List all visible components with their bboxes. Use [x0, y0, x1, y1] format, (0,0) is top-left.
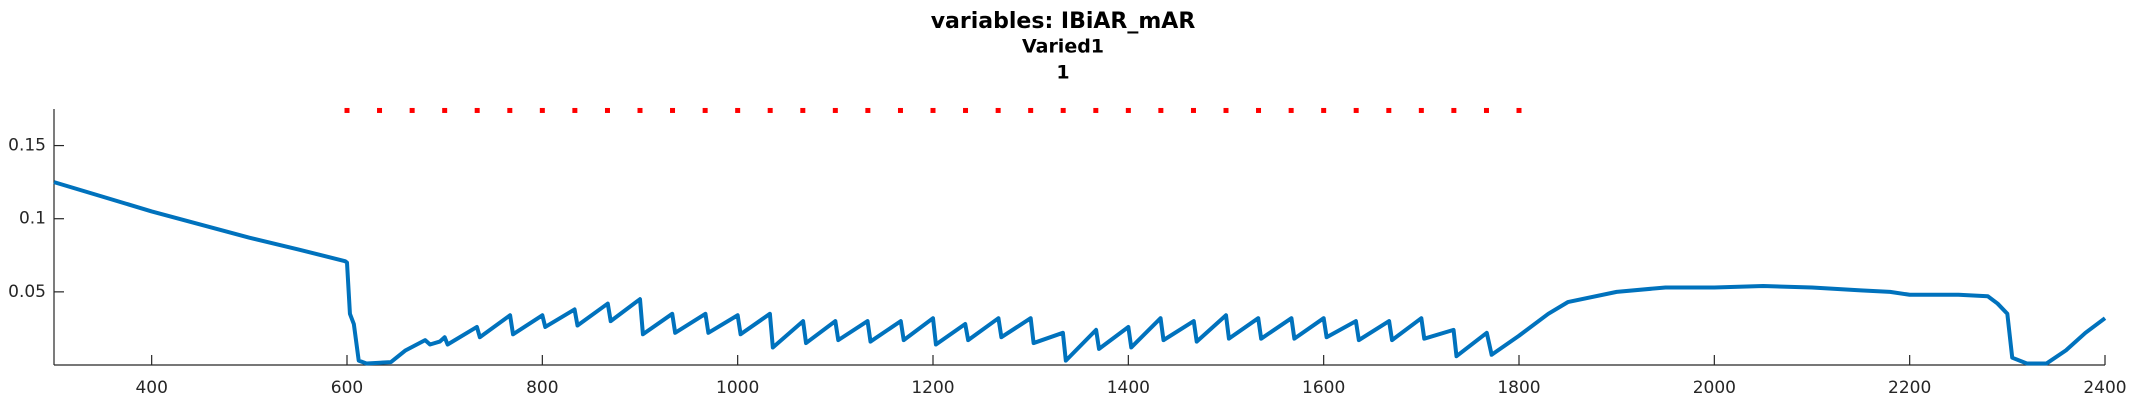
- chart-title: variables: IBiAR_mAR: [931, 9, 1196, 34]
- x-tick-label: 1600: [1302, 378, 1345, 398]
- data-dot: [604, 107, 610, 113]
- data-dot: [442, 107, 448, 113]
- data-dot: [1483, 107, 1489, 113]
- x-tick-label: 1000: [716, 378, 759, 398]
- data-dot: [702, 107, 708, 113]
- data-dot: [897, 107, 903, 113]
- y-tick-label: 0.05: [8, 282, 46, 302]
- data-dot: [409, 107, 415, 113]
- data-dot: [1060, 107, 1066, 113]
- x-tick-label: 1200: [911, 378, 954, 398]
- x-tick-label: 2200: [1888, 378, 1931, 398]
- data-dot: [1418, 107, 1424, 113]
- data-dot: [1386, 107, 1392, 113]
- data-dot: [735, 107, 741, 113]
- x-tick-label: 2400: [2083, 378, 2126, 398]
- data-dot: [670, 107, 676, 113]
- x-tick-label: 800: [526, 378, 558, 398]
- data-dot: [1256, 107, 1262, 113]
- data-dot: [572, 107, 578, 113]
- y-tick-label: 0.1: [19, 209, 46, 229]
- data-dot: [865, 107, 871, 113]
- data-dot: [1288, 107, 1294, 113]
- data-dot: [930, 107, 936, 113]
- data-dot: [1321, 107, 1327, 113]
- x-tick-label: 400: [135, 378, 167, 398]
- data-dot: [1353, 107, 1359, 113]
- data-dot: [995, 107, 1001, 113]
- data-dot: [1190, 107, 1196, 113]
- x-tick-label: 1400: [1107, 378, 1150, 398]
- data-dot: [832, 107, 838, 113]
- x-tick-label: 1800: [1497, 378, 1540, 398]
- data-dot: [1125, 107, 1131, 113]
- chart-subtitle: 1: [1056, 62, 1069, 84]
- y-tick-label: 0.15: [8, 136, 46, 156]
- x-tick-label: 2000: [1693, 378, 1736, 398]
- data-dot: [1516, 107, 1522, 113]
- data-dot: [377, 107, 383, 113]
- data-dot: [1028, 107, 1034, 113]
- data-dot: [767, 107, 773, 113]
- data-dot: [1451, 107, 1457, 113]
- data-dot: [1093, 107, 1099, 113]
- data-dot: [963, 107, 969, 113]
- data-line: [53, 180, 2107, 366]
- data-dot: [539, 107, 545, 113]
- data-dot: [637, 107, 643, 113]
- chart-subtitle: Varied1: [1022, 36, 1104, 58]
- data-dot: [1158, 107, 1164, 113]
- data-dot: [1223, 107, 1229, 113]
- data-dot: [800, 107, 806, 113]
- data-dot: [474, 107, 480, 113]
- data-dot: [344, 107, 350, 113]
- x-tick-label: 600: [331, 378, 363, 398]
- data-dot: [507, 107, 513, 113]
